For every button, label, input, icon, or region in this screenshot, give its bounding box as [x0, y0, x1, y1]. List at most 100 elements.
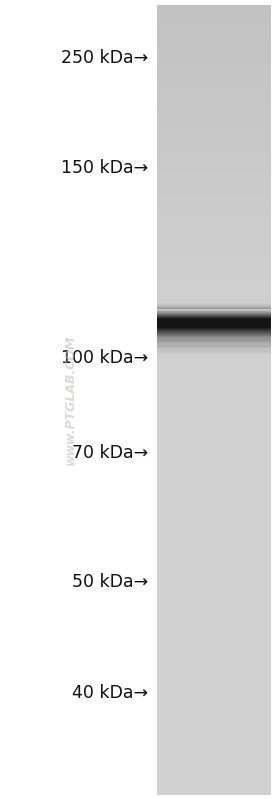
Bar [157, 436, 271, 439]
Bar [157, 387, 271, 389]
Bar [157, 520, 271, 523]
Bar [157, 155, 271, 158]
Bar [157, 473, 271, 476]
Bar [157, 265, 271, 268]
Bar [157, 347, 271, 350]
Bar [157, 360, 271, 364]
Bar [157, 754, 271, 757]
Bar [157, 352, 271, 353]
Bar [157, 45, 271, 48]
Bar [157, 354, 271, 355]
Bar [157, 668, 271, 671]
Bar [157, 776, 271, 779]
Bar [157, 231, 271, 234]
Bar [157, 213, 271, 216]
Bar [157, 29, 271, 32]
Bar [157, 348, 271, 349]
Bar [157, 94, 271, 97]
Bar [157, 642, 271, 645]
Bar [157, 216, 271, 219]
Bar [157, 507, 271, 511]
Bar [157, 345, 271, 346]
Bar [157, 762, 271, 765]
Bar [157, 494, 271, 497]
Bar [157, 746, 271, 749]
Bar [157, 683, 271, 686]
Bar [157, 339, 271, 340]
Bar [157, 336, 271, 340]
Bar [157, 578, 271, 582]
Bar [157, 400, 271, 403]
Bar [157, 497, 271, 500]
Bar [157, 678, 271, 682]
Bar [157, 457, 271, 460]
Bar [157, 226, 271, 229]
Bar [157, 131, 271, 134]
Bar [157, 297, 271, 300]
Bar [157, 757, 271, 761]
Bar [157, 428, 271, 431]
Bar [157, 510, 271, 513]
Bar [157, 97, 271, 100]
Bar [157, 263, 271, 266]
Bar [157, 376, 271, 379]
Bar [157, 705, 271, 708]
Bar [157, 650, 271, 653]
Bar [157, 471, 271, 474]
Bar [157, 84, 271, 87]
Bar [157, 652, 271, 655]
Bar [157, 341, 271, 342]
Bar [157, 310, 271, 313]
Bar [157, 302, 271, 305]
Bar [157, 550, 271, 553]
Bar [157, 237, 271, 240]
Bar [157, 410, 271, 413]
Bar [157, 676, 271, 679]
Bar [157, 475, 271, 479]
Bar [157, 326, 271, 329]
Bar [157, 157, 271, 161]
Text: 100 kDa→: 100 kDa→ [61, 349, 148, 367]
Bar [157, 654, 271, 658]
Bar [157, 339, 271, 342]
Bar [157, 784, 271, 786]
Bar [157, 628, 271, 631]
Bar [157, 353, 271, 354]
Bar [157, 570, 271, 574]
Bar [157, 389, 271, 392]
Bar [157, 50, 271, 53]
Bar [157, 721, 271, 723]
Bar [157, 736, 271, 739]
Bar [157, 63, 271, 66]
Bar [157, 55, 271, 58]
Bar [157, 357, 271, 360]
Bar [157, 349, 271, 350]
Bar [157, 599, 271, 602]
Bar [157, 346, 271, 347]
Bar [157, 450, 271, 452]
Bar [157, 234, 271, 237]
Bar [157, 770, 271, 773]
Bar [157, 626, 271, 629]
Bar [157, 536, 271, 539]
Bar [157, 384, 271, 387]
Bar [157, 255, 271, 258]
Bar [157, 221, 271, 224]
Bar [157, 110, 271, 113]
Bar [157, 481, 271, 484]
Bar [157, 786, 271, 789]
Bar [157, 134, 271, 137]
Bar [157, 662, 271, 666]
Bar [157, 623, 271, 626]
Bar [157, 74, 271, 77]
Bar [157, 76, 271, 79]
Bar [157, 31, 271, 34]
Bar [157, 781, 271, 784]
Bar [157, 760, 271, 763]
Bar [157, 607, 271, 610]
Bar [157, 18, 271, 22]
Bar [157, 565, 271, 568]
Bar [157, 694, 271, 698]
Bar [157, 381, 271, 384]
Bar [157, 316, 271, 319]
